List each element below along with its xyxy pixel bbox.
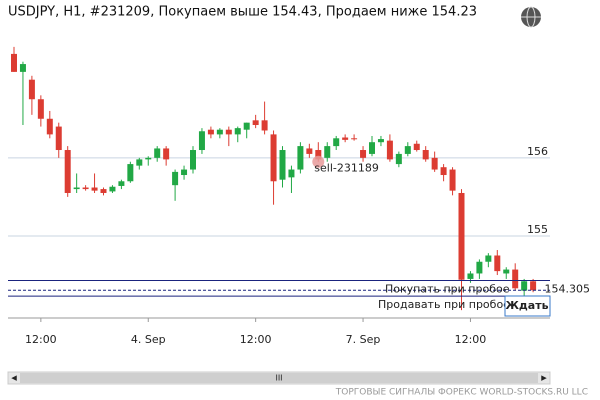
globe-icon[interactable] — [521, 6, 541, 28]
candle-body — [181, 169, 188, 176]
candle-body — [82, 187, 89, 190]
candle-body — [190, 150, 196, 170]
candle-body — [198, 131, 205, 151]
candle-body — [297, 146, 304, 170]
candle-body — [118, 181, 125, 186]
candle-body — [234, 128, 241, 135]
y-tick-label: 156 — [527, 145, 548, 158]
candle-body — [351, 138, 358, 140]
candle-body — [279, 150, 286, 180]
candle-body — [225, 129, 232, 135]
candle-body — [503, 269, 510, 274]
scrollbar-grip: III — [275, 374, 282, 383]
level-label: Покупать при пробое — [385, 282, 510, 295]
candle-body — [458, 192, 465, 280]
candle-body — [369, 142, 375, 154]
x-tick-label: 12:00 — [455, 333, 487, 346]
candle-body — [55, 126, 62, 151]
candle-body — [413, 143, 420, 151]
candle-body — [216, 129, 223, 135]
candle-body — [11, 53, 17, 72]
candle-body — [154, 148, 161, 158]
candle-body — [64, 150, 71, 193]
candle-body — [28, 79, 35, 100]
candle-body — [324, 146, 331, 158]
candle-body — [485, 255, 492, 262]
candle-body — [440, 167, 447, 176]
x-tick-label: 12:00 — [25, 333, 57, 346]
candle-body — [136, 159, 143, 166]
candle-body — [243, 122, 250, 130]
candle-body — [252, 120, 259, 126]
footer: ТОРГОВЫЕ СИГНАЛЫ ФОРЕКС WORLD-STOCKS.RU … — [335, 388, 588, 398]
x-tick-label: 4. Sep — [131, 333, 166, 346]
candle-body — [422, 150, 429, 160]
candle-body — [37, 99, 44, 119]
candle-body — [73, 187, 80, 190]
candle-body — [494, 255, 501, 272]
sell-marker — [312, 155, 325, 168]
candle-body — [377, 139, 384, 143]
candle-body — [19, 64, 26, 72]
x-tick-label: 12:00 — [240, 333, 272, 346]
signal-box — [504, 295, 551, 317]
candle-body — [46, 118, 53, 135]
candle-body — [91, 187, 98, 191]
candle-body — [476, 261, 483, 274]
candle-body — [404, 146, 411, 154]
candle-body — [145, 157, 152, 160]
scroll-left[interactable]: ◂ — [11, 371, 17, 384]
candle-body — [512, 269, 519, 289]
candle-body — [431, 157, 438, 170]
annotation-label: sell-231189 — [314, 162, 379, 175]
y-tick-label: 155 — [527, 223, 548, 236]
candle-body — [163, 148, 170, 160]
scroll-right[interactable]: ▸ — [541, 371, 547, 384]
candle-body — [261, 120, 268, 131]
current-price-label: 154.305 — [545, 282, 591, 295]
candle-body — [360, 150, 367, 158]
candle-body — [172, 171, 179, 186]
scrollbar-thumb[interactable] — [20, 373, 538, 383]
level-label: Продавать при пробое — [378, 298, 510, 311]
chart-title: USDJPY, H1, #231209, Покупаем выше 154.4… — [8, 5, 477, 20]
x-tick-label: 7. Sep — [346, 333, 381, 346]
candle-body — [306, 148, 313, 154]
candle-body — [449, 169, 456, 191]
candle-body — [395, 153, 402, 165]
candle-body — [109, 186, 116, 192]
candle-body — [342, 137, 349, 140]
candle-body — [100, 189, 107, 193]
candle-body — [530, 281, 537, 291]
signal-label: Ждать — [505, 299, 548, 312]
candle-body — [207, 129, 214, 135]
candle-body — [521, 281, 528, 291]
candle-body — [333, 138, 340, 147]
candle-body — [467, 273, 474, 279]
candle-body — [127, 164, 134, 182]
candle-body — [270, 134, 277, 182]
candle-body — [386, 140, 393, 160]
candle-body — [288, 169, 295, 178]
candle-body — [315, 150, 322, 160]
